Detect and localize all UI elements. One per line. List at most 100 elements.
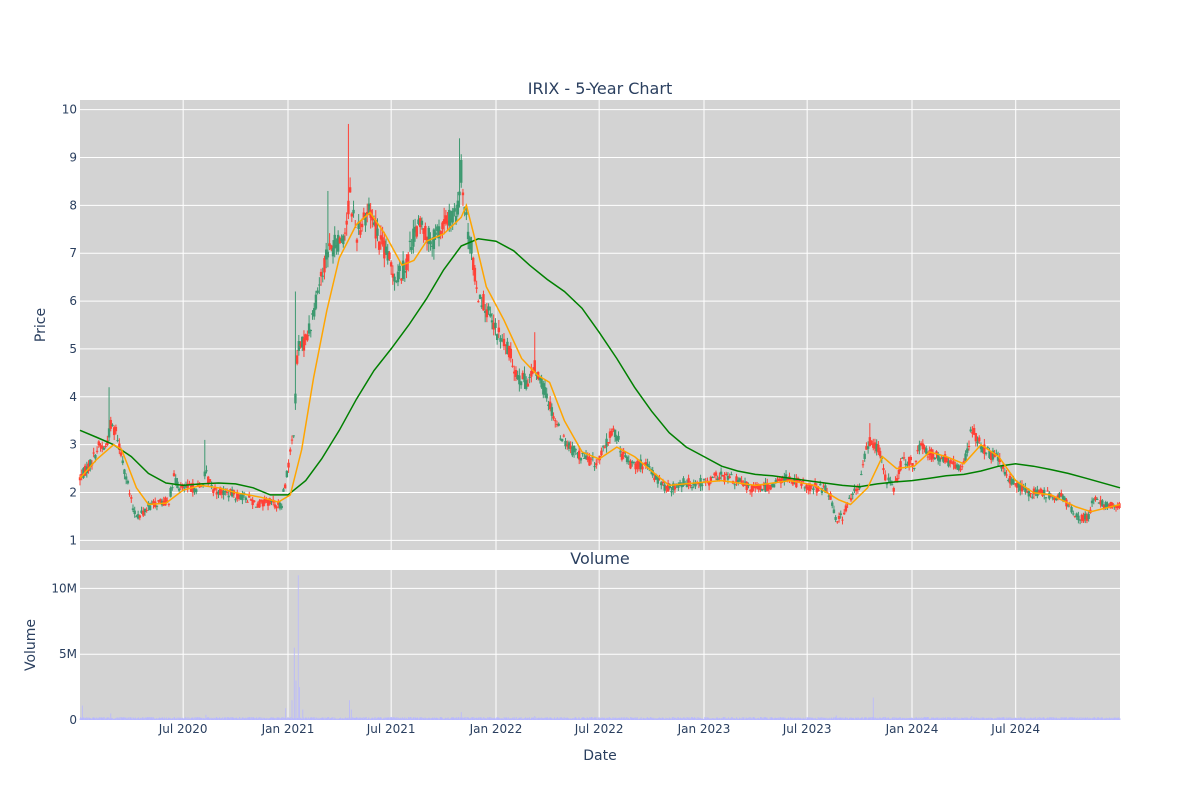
candle-body xyxy=(711,477,714,479)
candle-body xyxy=(701,484,704,486)
candle-body xyxy=(714,472,718,476)
candle-body xyxy=(362,212,365,220)
candle-body xyxy=(673,486,677,490)
candle-body xyxy=(619,451,622,453)
candle-body xyxy=(251,499,254,506)
candle-body xyxy=(757,485,760,490)
candle-body xyxy=(629,461,632,469)
candle-body xyxy=(579,457,583,461)
candle-body xyxy=(258,500,261,508)
candle-body xyxy=(624,455,627,457)
candle-body xyxy=(540,378,543,388)
candle-body xyxy=(446,220,449,225)
candle-body xyxy=(899,461,902,471)
candle-body xyxy=(925,448,928,454)
candle-body xyxy=(851,493,854,495)
candle-body xyxy=(935,451,938,455)
candle-body xyxy=(1027,491,1031,497)
candle-body xyxy=(301,336,304,348)
candle-body xyxy=(692,482,695,485)
candle-body xyxy=(184,485,188,487)
candle-body xyxy=(545,393,548,399)
candle-body xyxy=(530,370,533,377)
short-moving-average-line xyxy=(79,202,1121,513)
candle-body xyxy=(490,320,494,323)
candle-body xyxy=(988,450,991,458)
candle-body xyxy=(636,461,639,470)
candle-body xyxy=(287,462,290,468)
candle-body xyxy=(856,488,860,491)
candle-body xyxy=(1034,490,1037,494)
candle-body xyxy=(376,228,379,236)
candle-body xyxy=(808,483,812,492)
candle-body xyxy=(772,484,776,488)
candle-body xyxy=(1019,485,1022,491)
candle-body xyxy=(1005,474,1008,476)
candle-body xyxy=(412,228,415,247)
candle-body xyxy=(212,489,215,493)
candle-body xyxy=(630,461,634,464)
candle-body xyxy=(735,476,738,483)
candle-body xyxy=(357,221,360,230)
candle-body xyxy=(685,483,689,487)
candle-body xyxy=(492,322,495,330)
candle-body xyxy=(1118,503,1121,509)
candle-body xyxy=(323,258,326,273)
candle-body xyxy=(307,323,311,334)
candle-body xyxy=(593,466,596,468)
candle-body xyxy=(1087,514,1090,519)
candle-body xyxy=(1037,490,1041,495)
candle-body xyxy=(314,294,318,309)
candle-body xyxy=(205,470,208,472)
candle-body xyxy=(839,513,842,515)
candle-body xyxy=(726,475,730,480)
candle-body xyxy=(1092,499,1095,501)
candle-body xyxy=(562,435,566,437)
candle-body xyxy=(1109,501,1113,509)
candle-body xyxy=(143,508,147,513)
candle-body xyxy=(164,497,167,506)
candle-body xyxy=(971,431,974,434)
candle-body xyxy=(95,450,99,452)
candle-body xyxy=(499,338,502,342)
candle-body xyxy=(234,499,237,501)
candle-body xyxy=(1063,497,1066,501)
candle-body xyxy=(1060,493,1063,497)
candle-body xyxy=(248,494,251,498)
candle-body xyxy=(1102,504,1106,509)
candle-body xyxy=(560,438,564,442)
candle-body xyxy=(930,449,933,460)
candle-body xyxy=(967,446,971,448)
candle-body xyxy=(972,428,976,435)
candle-body xyxy=(627,460,630,463)
candle-body xyxy=(458,191,461,196)
candle-body xyxy=(654,474,658,480)
candle-body xyxy=(832,509,836,514)
candle-body xyxy=(948,460,952,464)
candle-body xyxy=(907,456,911,466)
candle-body xyxy=(265,499,268,502)
volume-y-axis: 0 5M 10M xyxy=(51,581,77,727)
candle-body xyxy=(1104,502,1107,509)
candle-body xyxy=(663,484,666,491)
candle-body xyxy=(295,355,299,364)
candle-body xyxy=(827,495,830,497)
candle-body xyxy=(1101,500,1104,507)
candle-body xyxy=(613,429,617,438)
candle-body xyxy=(309,330,312,332)
candle-body xyxy=(1073,515,1077,517)
candle-body xyxy=(277,502,280,505)
candle-body xyxy=(754,486,757,489)
candle-body xyxy=(188,483,191,485)
candle-body xyxy=(167,503,171,505)
candle-body xyxy=(289,449,292,452)
candle-body xyxy=(1010,478,1013,485)
candle-body xyxy=(1094,496,1097,500)
candle-body xyxy=(661,481,665,483)
candle-body xyxy=(625,456,629,463)
candle-body xyxy=(338,237,342,244)
candle-body xyxy=(343,232,347,234)
candle-body xyxy=(444,215,448,224)
candle-body xyxy=(256,503,259,508)
candle-body xyxy=(336,234,340,252)
